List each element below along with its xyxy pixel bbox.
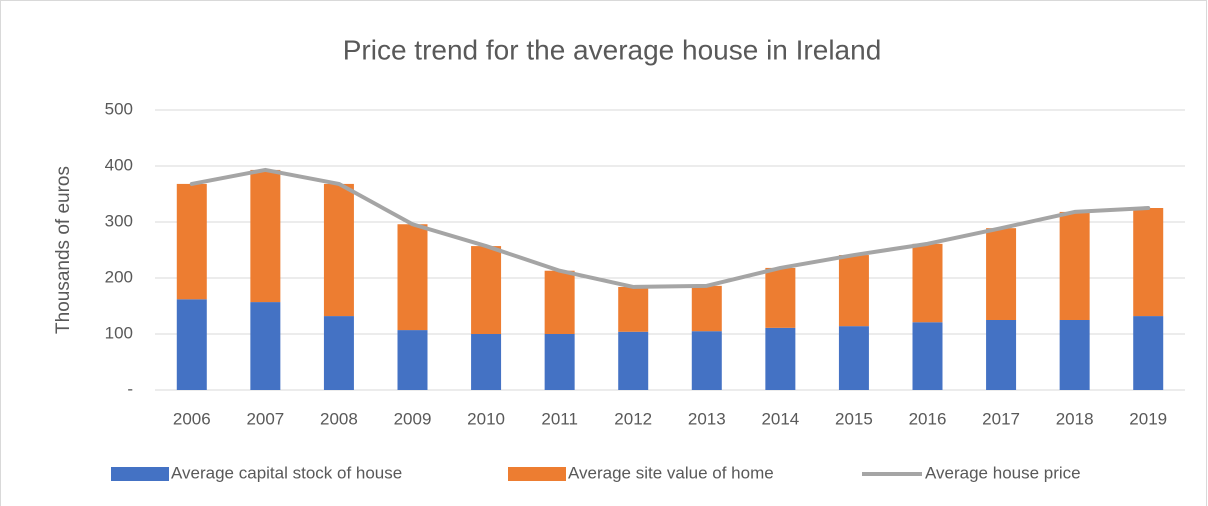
x-tick-label: 2011 bbox=[541, 409, 578, 428]
bar bbox=[765, 327, 796, 390]
bar bbox=[323, 316, 354, 390]
x-tick-label: 2018 bbox=[1056, 409, 1094, 428]
bar bbox=[986, 320, 1017, 390]
x-tick-label: 2010 bbox=[467, 409, 505, 428]
bar bbox=[1059, 211, 1090, 320]
bar bbox=[323, 183, 354, 317]
x-tick-label: 2008 bbox=[320, 409, 358, 428]
y-tick-label: - bbox=[127, 379, 133, 398]
legend-label: Average house price bbox=[925, 463, 1081, 482]
bar bbox=[1133, 208, 1164, 317]
x-tick-label: 2007 bbox=[246, 409, 284, 428]
bar bbox=[176, 183, 207, 300]
bar bbox=[765, 267, 796, 328]
bar bbox=[618, 286, 649, 332]
bar bbox=[176, 299, 207, 390]
bar bbox=[471, 246, 502, 334]
bar bbox=[691, 285, 722, 332]
bar bbox=[544, 270, 575, 334]
x-tick-label: 2014 bbox=[761, 409, 799, 428]
bar bbox=[397, 330, 428, 390]
bar bbox=[986, 228, 1017, 320]
bar bbox=[912, 243, 943, 323]
bar bbox=[912, 322, 943, 390]
bar bbox=[618, 331, 649, 390]
line bbox=[189, 167, 1151, 289]
x-tick-label: 2006 bbox=[173, 409, 211, 428]
legend-swatch bbox=[111, 467, 169, 481]
y-tick-label: 400 bbox=[105, 155, 133, 174]
y-tick-label: 300 bbox=[105, 211, 133, 230]
y-tick-label: 500 bbox=[105, 99, 133, 118]
x-tick-label: 2019 bbox=[1129, 409, 1167, 428]
legend-label: Average site value of home bbox=[568, 463, 774, 482]
bar bbox=[397, 224, 428, 331]
bar bbox=[838, 326, 869, 390]
bar bbox=[544, 334, 575, 390]
bar bbox=[471, 334, 502, 390]
bar bbox=[1059, 320, 1090, 390]
y-axis-label: Thousands of euros bbox=[53, 166, 74, 334]
x-tick-label: 2012 bbox=[614, 409, 652, 428]
bar bbox=[838, 255, 869, 327]
bar bbox=[1133, 316, 1164, 390]
x-tick-label: 2013 bbox=[688, 409, 726, 428]
bar bbox=[250, 302, 281, 390]
chart-title: Price trend for the average house in Ire… bbox=[343, 34, 882, 65]
y-tick-label: 200 bbox=[105, 267, 133, 286]
x-tick-label: 2015 bbox=[835, 409, 873, 428]
x-tick-label: 2017 bbox=[982, 409, 1020, 428]
y-tick-label: 100 bbox=[105, 323, 133, 342]
bar bbox=[250, 169, 281, 303]
legend-swatch bbox=[508, 467, 566, 481]
legend-label: Average capital stock of house bbox=[171, 463, 402, 482]
x-tick-label: 2009 bbox=[394, 409, 432, 428]
x-tick-label: 2016 bbox=[909, 409, 947, 428]
bar bbox=[691, 331, 722, 390]
